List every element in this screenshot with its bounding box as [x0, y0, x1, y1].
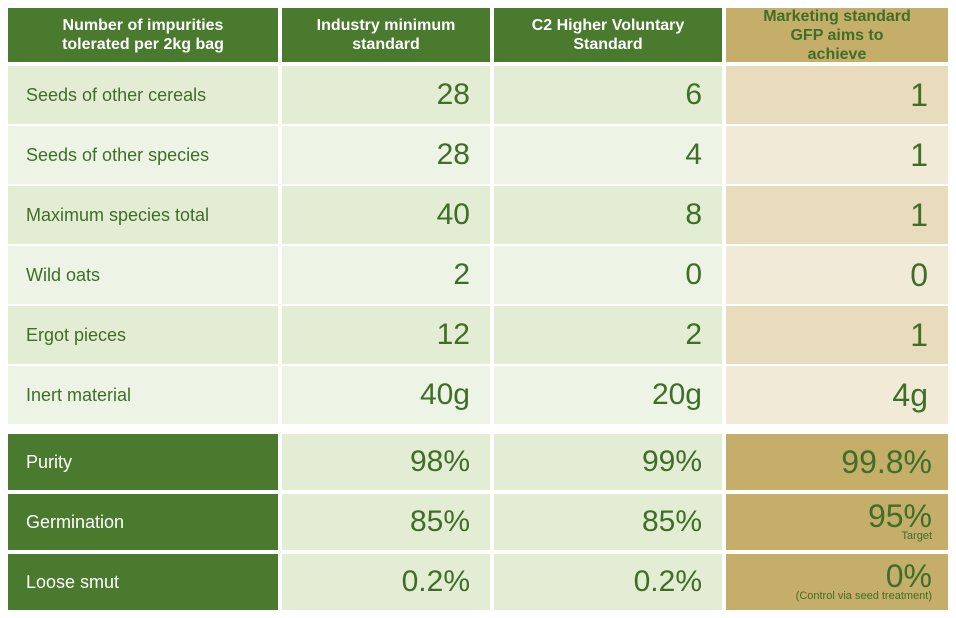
value-cell: 0 — [726, 246, 948, 304]
value-cell: 2 — [494, 306, 722, 364]
value-cell: 28 — [282, 126, 490, 184]
row-label: Germination — [8, 494, 278, 550]
value-cell: 0.2% — [494, 554, 722, 610]
value-cell: 85% — [494, 494, 722, 550]
value-text: 99.8% — [841, 444, 932, 480]
value-cell: 4 — [494, 126, 722, 184]
value-cell: 85% — [282, 494, 490, 550]
value-cell: 4g — [726, 366, 948, 424]
value-note: (Control via seed treatment) — [795, 590, 932, 602]
value-cell: 40g — [282, 366, 490, 424]
row-label: Ergot pieces — [8, 306, 278, 364]
value-cell: 2 — [282, 246, 490, 304]
value-cell: 8 — [494, 186, 722, 244]
value-note: Target — [901, 530, 932, 542]
header-cell: C2 Higher Voluntary Standard — [494, 8, 722, 62]
value-text: 0% — [885, 558, 932, 594]
value-cell: 0.2% — [282, 554, 490, 610]
header-cell: Industry minimum standard — [282, 8, 490, 62]
value-cell: 0 — [494, 246, 722, 304]
row-label: Loose smut — [8, 554, 278, 610]
value-text: 95% — [867, 498, 932, 534]
value-cell: 6 — [494, 66, 722, 124]
row-label: Seeds of other cereals — [8, 66, 278, 124]
header-cell: Number of impurities tolerated per 2kg b… — [8, 8, 278, 62]
value-cell: 99% — [494, 434, 722, 490]
value-cell: 1 — [726, 306, 948, 364]
value-cell: 20g — [494, 366, 722, 424]
value-cell: 28 — [282, 66, 490, 124]
value-cell: 1 — [726, 66, 948, 124]
row-label: Seeds of other species — [8, 126, 278, 184]
row-label: Purity — [8, 434, 278, 490]
row-label: Inert material — [8, 366, 278, 424]
value-cell: 95% Target — [726, 494, 948, 550]
value-cell: 40 — [282, 186, 490, 244]
value-cell: 98% — [282, 434, 490, 490]
value-cell: 1 — [726, 186, 948, 244]
value-cell: 1 — [726, 126, 948, 184]
row-label: Maximum species total — [8, 186, 278, 244]
row-label: Wild oats — [8, 246, 278, 304]
value-cell: 99.8% — [726, 434, 948, 490]
header-cell: Marketing standard GFP aims to achieve — [726, 8, 948, 63]
value-cell: 12 — [282, 306, 490, 364]
value-cell: 0% (Control via seed treatment) — [726, 554, 948, 610]
